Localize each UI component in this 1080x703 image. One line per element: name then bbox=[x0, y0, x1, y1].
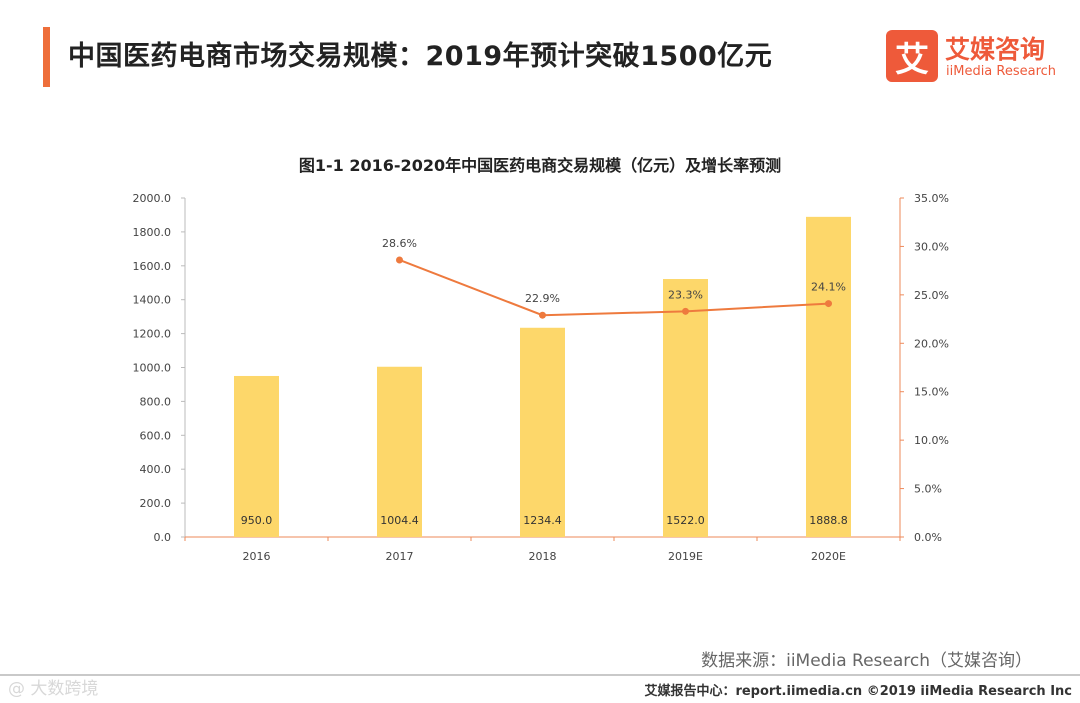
y-tick-label-left: 2000.0 bbox=[133, 192, 172, 205]
bar-value-label: 1004.4 bbox=[380, 514, 419, 527]
y-tick-label-left: 1600.0 bbox=[133, 260, 172, 273]
growth-rate-line bbox=[399, 259, 829, 317]
y-tick-label-right: 10.0% bbox=[914, 434, 949, 447]
growth-rate-label: 23.3% bbox=[668, 288, 703, 301]
y-tick-label-right: 0.0% bbox=[914, 531, 942, 544]
y-tick-label-left: 800.0 bbox=[140, 395, 172, 408]
iimedia-logo: 艾 艾媒咨询 iiMedia Research bbox=[886, 30, 1066, 86]
bar-value-label: 1234.4 bbox=[523, 514, 562, 527]
logo-mark: 艾 bbox=[886, 30, 938, 82]
title-accent-bar bbox=[43, 27, 50, 87]
y-tick-label-left: 400.0 bbox=[140, 463, 172, 476]
growth-rate-point bbox=[539, 311, 546, 319]
y-tick-label-right: 20.0% bbox=[914, 337, 949, 350]
page-title: 中国医药电商市场交易规模：2019年预计突破1500亿元 bbox=[68, 41, 773, 72]
y-tick-label-left: 1200.0 bbox=[133, 328, 172, 341]
bar-value-label: 1522.0 bbox=[666, 514, 705, 527]
x-tick-label: 2018 bbox=[529, 550, 557, 563]
y-tick-label-right: 15.0% bbox=[914, 386, 949, 399]
footer-text: 艾媒报告中心：report.iimedia.cn ©2019 iiMedia R… bbox=[644, 684, 1072, 699]
bar bbox=[520, 327, 565, 537]
y-tick-label-left: 1000.0 bbox=[133, 362, 172, 375]
bar bbox=[806, 216, 851, 538]
x-tick-label: 2020E bbox=[811, 550, 846, 563]
bar-value-label: 1888.8 bbox=[809, 514, 848, 527]
x-tick-label: 2017 bbox=[386, 550, 414, 563]
y-tick-label-left: 600.0 bbox=[140, 429, 172, 442]
bar bbox=[663, 279, 708, 537]
y-tick-label-left: 1800.0 bbox=[133, 226, 172, 239]
growth-rate-point bbox=[825, 300, 832, 308]
bar bbox=[377, 366, 422, 537]
y-tick-label-right: 35.0% bbox=[914, 192, 949, 205]
growth-rate-label: 28.6% bbox=[382, 237, 417, 250]
chart-title: 图1-1 2016-2020年中国医药电商交易规模（亿元）及增长率预测 bbox=[298, 156, 782, 175]
growth-rate-point bbox=[682, 307, 689, 315]
y-tick-label-right: 30.0% bbox=[914, 240, 949, 253]
y-tick-label-left: 200.0 bbox=[140, 497, 172, 510]
x-tick-label: 2016 bbox=[243, 550, 271, 563]
growth-rate-point bbox=[396, 256, 403, 264]
footer-divider bbox=[0, 674, 1080, 676]
data-source: 数据来源：iiMedia Research（艾媒咨询） bbox=[701, 651, 1032, 671]
growth-rate-label: 22.9% bbox=[525, 292, 560, 305]
y-tick-label-right: 5.0% bbox=[914, 483, 942, 496]
logo-english-name: iiMedia Research bbox=[946, 64, 1057, 79]
y-tick-label-right: 25.0% bbox=[914, 289, 949, 302]
growth-rate-label: 24.1% bbox=[811, 281, 846, 294]
y-tick-label-left: 1400.0 bbox=[133, 294, 172, 307]
logo-chinese-name: 艾媒咨询 bbox=[945, 35, 1046, 64]
watermark: @ 大数跨境 bbox=[8, 679, 99, 699]
y-tick-label-left: 0.0 bbox=[154, 531, 172, 544]
bar-value-label: 950.0 bbox=[241, 514, 273, 527]
x-tick-label: 2019E bbox=[668, 550, 703, 563]
bar bbox=[234, 375, 279, 537]
